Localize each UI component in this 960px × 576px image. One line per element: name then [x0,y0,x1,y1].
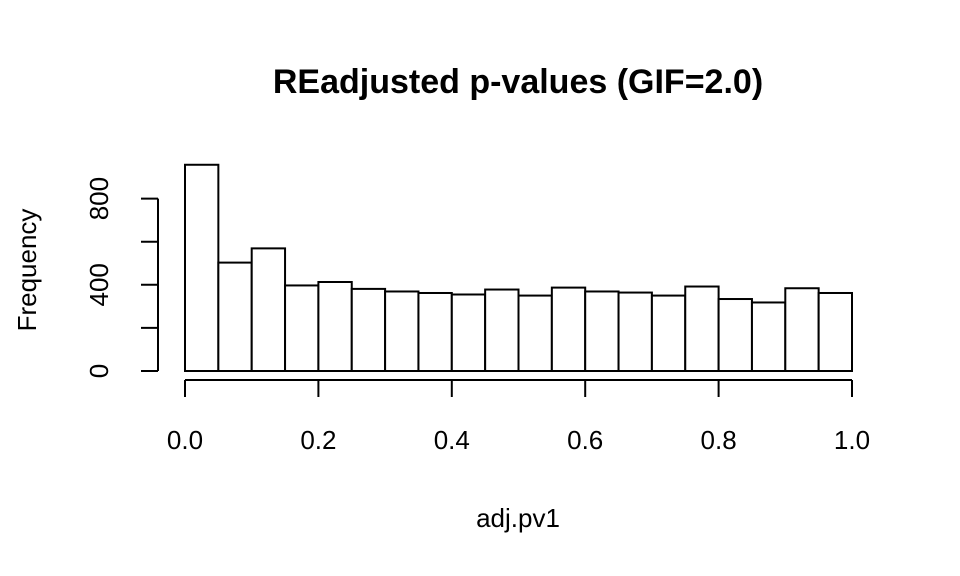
histogram-bar [184,163,220,372]
x-tick-label: 0.4 [434,425,470,455]
y-axis-label: Frequency [12,209,42,332]
histogram-bar [417,291,453,373]
y-tick-label: 0 [84,364,114,378]
chart-title: REadjusted p-values (GIF=2.0) [273,63,763,101]
histogram-bar [717,298,753,373]
x-tick-label: 0.8 [701,425,737,455]
histogram-bar [484,288,520,372]
x-axis-label: adj.pv1 [476,503,560,533]
bars-group [184,163,854,373]
y-tick-label: 400 [84,263,114,306]
histogram-bar [284,284,320,372]
y-tick-label: 800 [84,177,114,220]
histogram-bar [584,290,620,372]
x-axis: 0.0 0.2 0.4 0.6 0.8 1.0 [167,379,870,455]
x-tick-label: 0.0 [167,425,203,455]
x-tick-label: 0.2 [300,425,336,455]
histogram-bar [317,280,353,373]
histogram-bar [517,294,553,373]
histogram-bar [550,286,587,372]
histogram-bar [817,291,854,373]
histogram-bar [617,291,653,373]
histogram-bar [684,285,720,372]
y-axis: 0 400 800 [84,177,159,378]
x-tick-label: 0.6 [567,425,603,455]
histogram-bar [650,294,687,373]
histogram-bar [384,290,420,372]
histogram-bar [450,293,487,372]
histogram-bar [784,287,820,372]
histogram-bar [350,287,387,372]
histogram-bar [250,247,287,372]
x-tick-label: 1.0 [834,425,870,455]
histogram-bar [217,261,253,372]
histogram-bar [750,301,787,373]
